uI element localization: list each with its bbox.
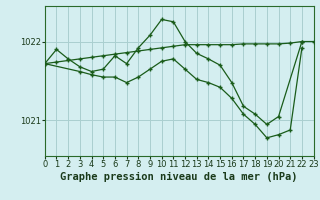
X-axis label: Graphe pression niveau de la mer (hPa): Graphe pression niveau de la mer (hPa) — [60, 172, 298, 182]
